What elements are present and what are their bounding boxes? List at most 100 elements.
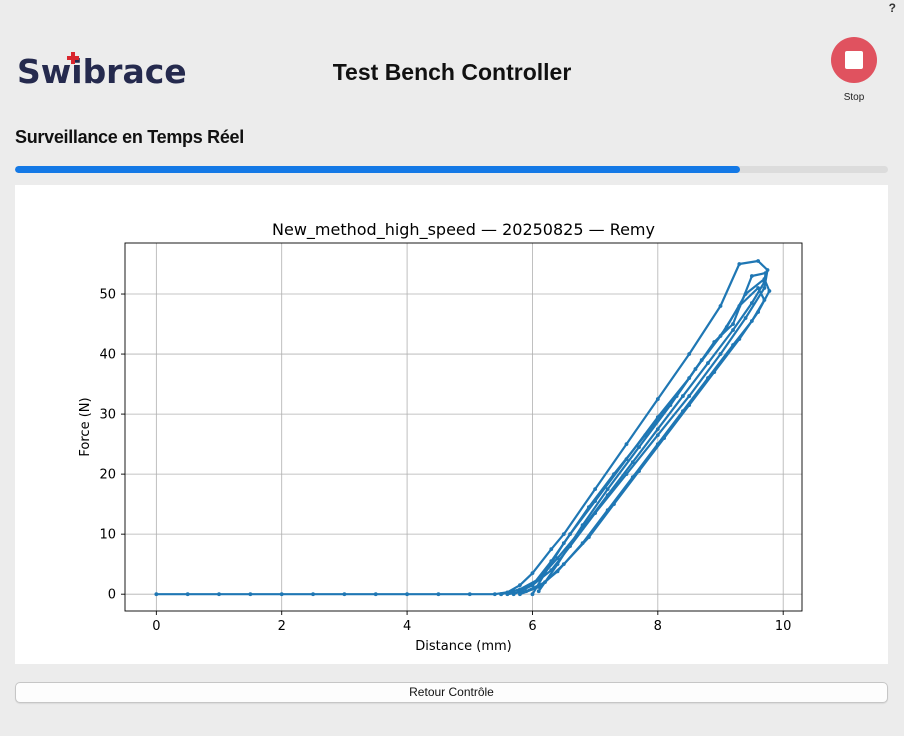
data-point [605,508,610,513]
data-point [731,343,735,347]
data-point [311,592,315,597]
data-point [687,352,692,356]
data-point [530,592,535,597]
section-title: Surveillance en Temps Réel [15,127,244,147]
data-point [530,583,535,588]
data-point [737,304,742,308]
x-axis-label: Distance (mm) [415,639,511,654]
data-point [767,289,772,293]
data-point [373,592,378,597]
data-point [185,592,190,597]
data-point [612,472,616,477]
data-point [749,319,754,323]
data-point [680,409,685,413]
data-point [718,334,723,338]
x-tick-label: 6 [528,619,536,634]
data-point [499,592,504,597]
help-icon[interactable]: ? [888,1,896,15]
stop-square-icon [845,51,863,69]
data-point [467,592,472,597]
data-point [217,592,221,597]
data-point [655,433,660,438]
data-point [731,328,735,332]
data-point [687,394,692,398]
progress-bar [15,166,888,173]
data-point [593,487,598,492]
data-point [718,352,723,356]
data-point [543,571,547,576]
data-point [756,286,761,290]
data-point [762,298,767,302]
data-point [536,589,541,594]
y-tick-label: 40 [99,348,116,363]
data-point [655,442,660,447]
data-point [154,592,159,597]
data-point [518,587,522,592]
data-point [279,592,284,597]
stop-button[interactable]: Stop [826,34,882,106]
y-tick-label: 30 [99,408,116,423]
data-point [605,493,610,498]
data-point [505,592,510,597]
data-point [580,523,585,528]
stop-icon [831,37,877,83]
data-point [655,397,660,401]
data-point [743,316,748,320]
series-line [519,286,766,596]
medical-cross-icon [67,52,79,64]
stop-label: Stop [843,92,865,103]
data-point [436,592,441,597]
data-point [762,286,767,290]
brand-logo: Swibrace [17,52,187,97]
data-point [555,562,560,567]
y-tick-label: 50 [99,288,116,303]
x-tick-label: 10 [775,619,792,634]
data-point [743,292,748,296]
data-point [405,592,409,597]
data-point [518,592,522,597]
x-tick-label: 4 [403,619,411,634]
data-point [605,487,610,492]
y-axis-label: Force (N) [78,397,93,456]
data-point [731,322,735,326]
data-point [762,277,767,281]
data-point [668,403,673,407]
data-point [765,268,770,272]
data-point [536,585,541,589]
data-point [555,569,560,574]
realtime-plot-panel: 0 2 4 6 8 10 0 10 20 30 40 50 New_method_high_speed … [15,185,888,664]
data-point [586,505,591,510]
data-point [655,427,660,432]
plot-frame [124,242,803,612]
data-point [555,556,560,561]
data-point [248,592,253,597]
data-point [756,259,761,263]
data-point [342,592,347,597]
data-point [706,376,710,380]
data-point [624,442,629,447]
series-line [156,259,769,596]
data-point [549,547,554,552]
y-tick-label: 10 [99,528,116,543]
return-control-button[interactable]: Retour Contrôle [15,682,888,703]
data-point [561,541,566,546]
y-tick-label: 0 [108,588,116,603]
data-point [580,541,585,546]
data-point [737,262,742,266]
data-point [630,475,635,480]
data-point [561,532,566,537]
data-point [518,583,522,588]
data-point [718,304,723,308]
data-point [749,301,754,305]
progress-fill [15,166,740,173]
chart-title: New_method_high_speed — 20250825 — Remy [272,220,655,240]
x-tick-label: 8 [654,619,662,634]
data-point [530,571,535,576]
x-tick-label: 0 [152,619,160,634]
data-point [749,274,754,278]
data-point [492,592,497,597]
logo-wordmark: Swibrace [17,52,187,91]
data-point [706,361,710,365]
data-point [630,460,635,465]
data-point [693,367,698,371]
